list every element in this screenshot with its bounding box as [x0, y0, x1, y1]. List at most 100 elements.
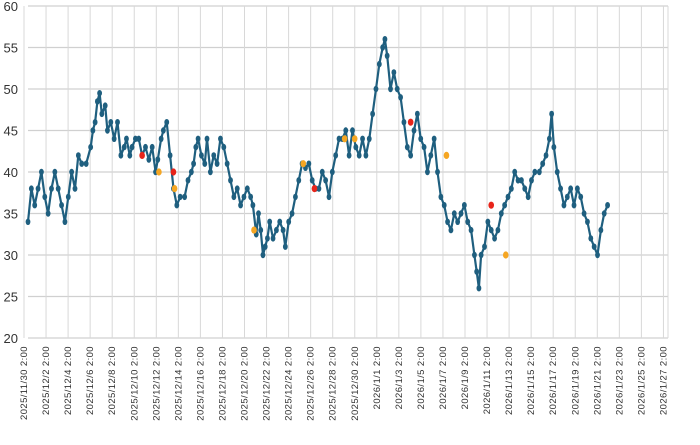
x-axis-ticks: 2025/11/30 2:00 2025/12/2 2:00 2025/12/4 2…	[19, 346, 669, 421]
x-tick-label: 2026/1/15 2:00	[526, 346, 537, 415]
x-tick-label: 2026/1/11 2:00	[482, 346, 493, 414]
data-point	[218, 135, 223, 142]
data-point	[90, 127, 96, 134]
data-point	[546, 135, 552, 142]
x-tick-label: 2025/12/4 2:00	[63, 346, 74, 415]
data-point	[136, 135, 142, 142]
data-point	[62, 218, 68, 225]
data-point	[260, 251, 266, 259]
data-point	[478, 251, 484, 259]
data-point	[346, 152, 352, 159]
y-tick-label: 30	[4, 248, 18, 263]
data-point	[468, 226, 474, 234]
data-point	[316, 185, 322, 192]
data-point	[488, 226, 494, 234]
x-tick-label: 2025/12/16 2:00	[195, 346, 206, 421]
data-point	[505, 193, 511, 201]
data-point	[401, 119, 407, 126]
data-point	[228, 177, 233, 184]
data-point	[578, 193, 584, 201]
data-point	[214, 160, 220, 167]
x-tick-label: 2025/12/28 2:00	[328, 346, 339, 421]
data-point	[461, 202, 467, 209]
y-tick-label: 20	[4, 331, 18, 346]
data-point	[124, 135, 129, 142]
data-point	[554, 168, 560, 176]
data-point	[241, 193, 247, 201]
data-point	[472, 251, 477, 259]
data-point	[568, 185, 574, 192]
data-point	[248, 193, 254, 201]
data-point	[224, 160, 230, 167]
data-point	[605, 202, 610, 209]
orange-marker	[341, 135, 348, 143]
data-point	[391, 69, 397, 76]
x-tick-label: 2026/1/27 2:00	[658, 346, 669, 415]
x-tick-label: 2026/1/7 2:00	[438, 346, 449, 409]
red-marker	[139, 151, 145, 159]
data-point	[270, 235, 276, 242]
data-point	[167, 152, 173, 159]
data-point	[293, 193, 298, 201]
x-tick-label: 2026/1/5 2:00	[416, 346, 427, 409]
data-point	[384, 52, 390, 59]
data-point	[164, 119, 170, 126]
data-point	[455, 218, 461, 225]
data-point	[79, 160, 85, 167]
data-point	[99, 110, 105, 118]
data-point	[265, 235, 270, 242]
data-point	[118, 152, 124, 159]
data-point	[558, 185, 563, 192]
x-tick-label: 2025/12/22 2:00	[262, 346, 273, 421]
data-point	[366, 135, 372, 142]
y-tick-label: 60	[4, 0, 18, 14]
y-tick-label: 40	[4, 165, 18, 180]
data-point	[273, 226, 279, 234]
data-point	[262, 243, 268, 250]
data-point	[350, 127, 355, 134]
orange-marker	[156, 168, 162, 176]
data-point	[482, 243, 487, 250]
x-tick-label: 2025/12/2 2:00	[41, 346, 52, 415]
data-point	[561, 202, 567, 209]
data-point	[250, 202, 256, 209]
data-point	[111, 135, 117, 142]
y-tick-label: 35	[4, 207, 18, 222]
data-point	[585, 218, 590, 225]
data-point	[289, 210, 295, 217]
data-point	[532, 168, 538, 176]
data-point	[280, 226, 286, 234]
y-axis-ticks: 20 25 30 35 40 45 50 55 60	[4, 0, 18, 346]
data-point	[32, 202, 38, 209]
x-tick-label: 2025/12/18 2:00	[217, 346, 228, 421]
data-point	[115, 119, 120, 126]
data-point	[326, 193, 332, 201]
x-tick-label: 2026/1/19 2:00	[570, 346, 581, 415]
x-tick-label: 2025/12/24 2:00	[284, 346, 295, 421]
data-point	[286, 218, 292, 225]
y-tick-label: 50	[4, 82, 18, 97]
data-point	[174, 202, 180, 209]
data-point	[199, 152, 204, 159]
data-point	[211, 152, 217, 159]
data-point	[59, 202, 64, 209]
data-point	[474, 268, 480, 275]
data-point	[309, 177, 315, 184]
x-tick-label: 2026/1/23 2:00	[614, 346, 625, 415]
data-point	[571, 202, 577, 209]
data-point	[451, 210, 457, 217]
data-point	[595, 251, 600, 259]
data-point	[536, 168, 542, 176]
data-point	[465, 218, 471, 225]
data-point	[525, 193, 531, 201]
data-point	[418, 135, 424, 142]
red-marker	[407, 118, 414, 126]
data-point	[411, 127, 417, 134]
data-point	[177, 193, 183, 201]
data-point	[238, 202, 243, 209]
data-point	[102, 102, 108, 109]
data-point	[540, 160, 546, 167]
data-point	[512, 168, 518, 176]
x-tick-label: 2025/12/8 2:00	[107, 346, 118, 415]
chart-grid	[23, 5, 669, 339]
